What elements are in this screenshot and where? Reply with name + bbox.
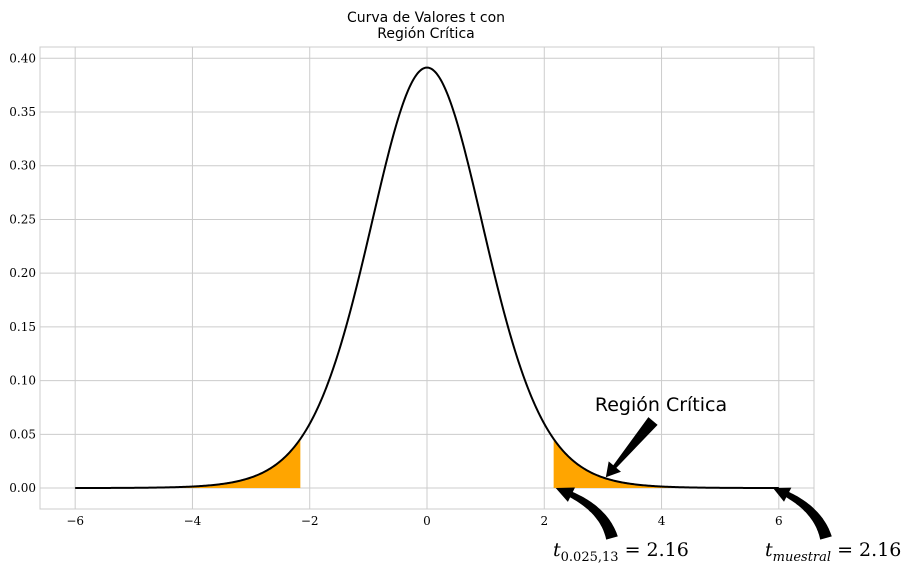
right-critical-fill bbox=[553, 438, 779, 489]
left-critical-fill bbox=[75, 438, 301, 489]
y-tick-label: 0.20 bbox=[9, 266, 36, 280]
x-tick-label: −6 bbox=[66, 514, 84, 528]
critical-region-label: Región Crítica bbox=[595, 394, 727, 416]
chart-title-line1: Curva de Valores t con bbox=[347, 10, 505, 26]
critical-region-arrow bbox=[605, 417, 658, 478]
sample-value-arrow bbox=[773, 487, 832, 540]
y-tick-label: 0.40 bbox=[9, 51, 36, 65]
y-tick-label: 0.00 bbox=[9, 481, 36, 495]
x-axis-ticks: −6 −4 −2 0 2 4 6 bbox=[66, 514, 782, 528]
y-tick-label: 0.15 bbox=[9, 320, 36, 334]
critical-value-arrow bbox=[555, 487, 618, 540]
sample-value-annotation: tmuestral = 2.16 bbox=[765, 539, 901, 565]
y-tick-label: 0.05 bbox=[9, 427, 36, 441]
critical-region-fills bbox=[75, 438, 779, 489]
x-tick-label: 0 bbox=[423, 514, 431, 528]
y-tick-label: 0.35 bbox=[9, 105, 36, 119]
x-tick-label: 6 bbox=[775, 514, 783, 528]
plot-frame bbox=[39, 46, 815, 510]
x-tick-label: 4 bbox=[658, 514, 666, 528]
y-tick-label: 0.30 bbox=[9, 159, 36, 173]
grid-lines bbox=[40, 47, 814, 509]
y-tick-label: 0.25 bbox=[9, 212, 36, 226]
t-density-curve bbox=[75, 66, 779, 490]
x-tick-label: 2 bbox=[540, 514, 548, 528]
y-axis-ticks: 0.00 0.05 0.10 0.15 0.20 0.25 0.30 0.35 0.40 bbox=[9, 51, 36, 495]
chart-title-line2: Región Crítica bbox=[377, 26, 474, 42]
x-tick-label: −4 bbox=[184, 514, 202, 528]
critical-value-annotation: t0.025,13 = 2.16 bbox=[553, 539, 689, 565]
annotation-arrows bbox=[555, 417, 832, 540]
y-tick-label: 0.10 bbox=[9, 374, 36, 388]
x-tick-label: −2 bbox=[301, 514, 319, 528]
